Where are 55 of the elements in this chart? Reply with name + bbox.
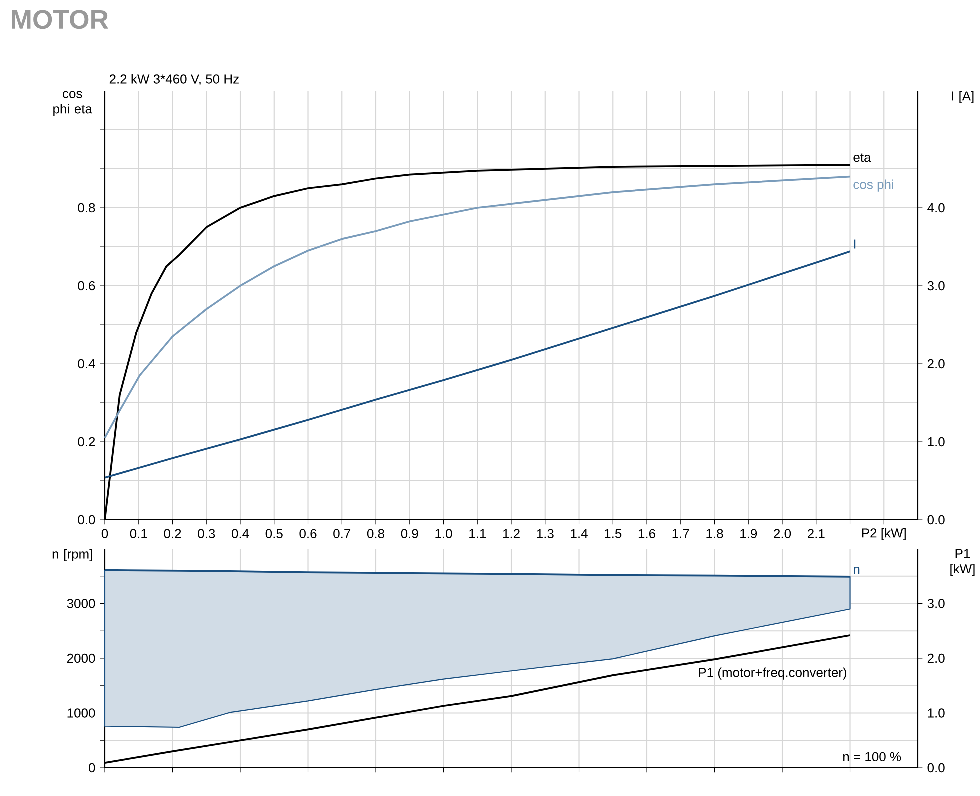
y2-tick-label: 0.0 <box>928 515 945 525</box>
x-axis-title: P2 [kW] <box>862 528 906 540</box>
series-label: eta <box>854 154 872 162</box>
y-tick-label: 0.4 <box>78 359 96 369</box>
y2-tick-label: 3.0 <box>928 281 945 291</box>
y-axis-title: cos phi eta <box>54 91 92 116</box>
x-tick-label: 1.9 <box>740 529 758 538</box>
x-tick-label: 1.3 <box>537 529 554 538</box>
y2-tick-label: 4.0 <box>928 203 945 213</box>
x-tick-label: 0.8 <box>367 529 384 538</box>
y2-tick-label: 1.0 <box>928 708 945 718</box>
x-tick-label: 0.1 <box>130 529 148 538</box>
chart-subtitle: 2.2 kW 3*460 V, 50 Hz <box>110 74 239 86</box>
annotation: n = 100 % <box>844 752 902 762</box>
y2-axis-title: I [A] <box>952 91 974 104</box>
series-label: cos phi <box>854 180 894 192</box>
series-label: P1 (motor+freq.converter) <box>699 668 847 680</box>
chart-title: MOTOR <box>12 10 109 30</box>
y2-tick-label: 2.0 <box>928 359 945 369</box>
line-series <box>104 176 852 440</box>
x-tick-label: 1.7 <box>672 529 690 538</box>
x-tick-label: 1.1 <box>470 529 486 538</box>
x-tick-label: 0.3 <box>198 529 216 538</box>
y-tick-label: 1000 <box>68 708 96 718</box>
y-tick-label: 0.2 <box>78 437 96 447</box>
y-tick-label: 0.6 <box>78 281 96 291</box>
x-tick-label: 2.0 <box>774 529 792 538</box>
y2-axis-title: P1 [kW] <box>950 549 975 576</box>
series-label: n <box>854 566 860 574</box>
x-tick-label: 1.4 <box>571 529 588 538</box>
x-tick-label: 0.4 <box>232 529 250 538</box>
x-tick-label: 1.0 <box>436 529 452 538</box>
x-tick-label: 0 <box>102 529 108 538</box>
x-tick-label: 1.2 <box>503 529 520 538</box>
x-tick-label: 0.2 <box>164 529 182 538</box>
y2-tick-label: 3.0 <box>928 599 945 608</box>
x-tick-label: 1.8 <box>706 529 724 538</box>
x-tick-label: 1.6 <box>638 529 656 538</box>
line-series <box>104 250 852 479</box>
y2-tick-label: 0.0 <box>928 763 945 773</box>
y-axis-title: n [rpm] <box>52 549 92 562</box>
x-tick-label: 0.7 <box>334 529 351 538</box>
y2-tick-label: 2.0 <box>928 654 945 664</box>
x-tick-label: 1.5 <box>605 529 622 538</box>
x-tick-label: 0.5 <box>266 529 283 538</box>
x-tick-label: 0.6 <box>300 529 317 538</box>
y-tick-label: 3000 <box>67 599 96 608</box>
series-label: I <box>854 240 856 249</box>
y-tick-label: 0.8 <box>78 203 96 213</box>
y-tick-label: 2000 <box>67 654 96 664</box>
y-tick-label: 0.0 <box>78 515 96 525</box>
x-tick-label: 0.9 <box>401 529 418 538</box>
y-tick-label: 0 <box>89 763 96 773</box>
y2-tick-label: 1.0 <box>928 437 945 447</box>
x-tick-label: 2.1 <box>808 529 825 538</box>
